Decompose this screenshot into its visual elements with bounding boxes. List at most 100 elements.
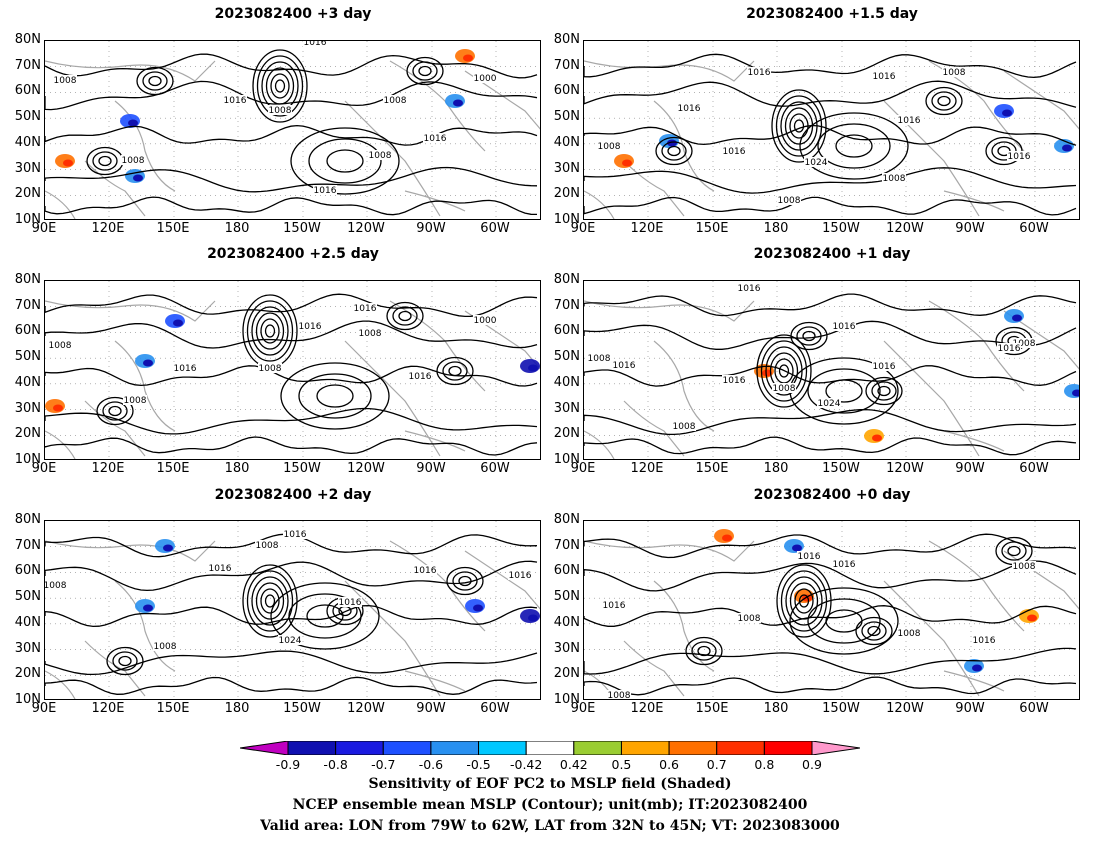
isobar-contour — [264, 324, 276, 338]
lon-tick-label: 180 — [224, 701, 250, 716]
isobar-contour — [270, 73, 290, 99]
isobar-contour — [252, 49, 308, 123]
coastline — [45, 430, 76, 459]
lat-tick-label: 30N — [14, 640, 41, 656]
isobar-contour — [45, 436, 538, 456]
contour-label: 1008 — [673, 422, 696, 432]
contour-label-bg — [413, 565, 437, 575]
lon-tick-label: 60W — [480, 221, 510, 236]
lon-tick-label: 150W — [283, 461, 321, 476]
contour-label-bg — [368, 150, 392, 160]
coastline — [114, 340, 176, 432]
lon-tick-label: 90W — [955, 701, 985, 716]
isobar-contour — [442, 361, 468, 381]
map-canvas: 1016 1008 1016 1008 1000 1008 1008 1016 1008 1016 — [45, 41, 540, 219]
isobar-contour — [807, 368, 881, 414]
sensitivity-shade — [53, 404, 63, 412]
contour-label: 1016 — [424, 134, 447, 144]
colorbar-tick-label: -0.42 — [510, 757, 543, 772]
contour-label: 1016 — [299, 322, 322, 332]
contour-label: 1016 — [509, 571, 532, 581]
contour-label-bg — [173, 363, 197, 373]
coastline — [45, 670, 76, 699]
map-canvas: 1016 1008 1016 1016 1008 1016 1024 1008 1016 — [45, 521, 540, 699]
isobar-contour — [102, 401, 128, 421]
sensitivity-shade — [792, 544, 802, 552]
isobar-contour — [242, 564, 298, 638]
contour-label: 1016 — [973, 636, 996, 646]
lat-tick-label: 20N — [14, 666, 41, 682]
contour-label: 1016 — [998, 344, 1021, 354]
contour-label: 1008 — [778, 196, 801, 206]
contour-label-bg — [972, 635, 996, 645]
coastline — [623, 640, 685, 697]
colorbar-segment — [335, 741, 384, 755]
contour-label-bg — [298, 321, 322, 331]
contour-label: 1008 — [738, 614, 761, 624]
lat-tick-label: 20N — [14, 186, 41, 202]
isobar-contour — [136, 66, 174, 96]
lon-tick-label: 120W — [886, 701, 924, 716]
colorbar-segment — [573, 741, 622, 755]
lat-tick-label: 70N — [553, 537, 580, 553]
lon-tick-label: 90W — [416, 701, 446, 716]
contour-label-bg — [832, 559, 856, 569]
colorbar-tick-label: 0.8 — [754, 757, 775, 772]
lon-tick-label: 120E — [630, 461, 664, 476]
contour-label-bg — [383, 95, 407, 105]
contour-label-bg — [313, 185, 337, 195]
isobar-contour — [697, 645, 711, 657]
lat-tick-label: 80N — [553, 512, 580, 527]
contour-label-bg — [121, 155, 145, 165]
contour-label-bg — [817, 398, 841, 408]
contour-label: 1016 — [603, 601, 626, 611]
isobar-contour — [789, 113, 809, 139]
contour-label-bg — [408, 371, 432, 381]
coastline — [584, 540, 755, 562]
contour-label: 1008 — [883, 174, 906, 184]
contour-label: 1008 — [773, 384, 796, 394]
isobar-contour — [784, 107, 814, 145]
contour-label: 1016 — [209, 564, 232, 574]
lat-tick-label: 50N — [14, 109, 41, 125]
isobar-contour — [398, 310, 412, 322]
isobar-contour — [825, 379, 863, 403]
lon-tick-label: 120E — [91, 221, 125, 236]
contour-label: 1016 — [354, 304, 377, 314]
lat-tick-label: 60N — [553, 323, 580, 339]
isobar-contour — [584, 124, 1077, 146]
contour-label-bg — [737, 613, 761, 623]
isobar-contour — [796, 326, 822, 346]
contour-label-bg — [208, 563, 232, 573]
caption-line-2: NCEP ensemble mean MSLP (Contour); unit(… — [292, 797, 808, 813]
lat-tick-label: 70N — [14, 57, 41, 73]
lat-tick-label: 50N — [14, 589, 41, 605]
contour-label: 1008 — [122, 156, 145, 166]
sensitivity-shade — [722, 534, 732, 542]
contour-label-bg — [997, 343, 1021, 353]
sensitivity-shade — [622, 159, 632, 167]
isobar-contour — [118, 655, 132, 667]
contour-label: 1016 — [833, 560, 856, 570]
sensitivity-shade — [463, 54, 473, 62]
sensitivity-shade — [63, 159, 73, 167]
lat-tick-label: 30N — [553, 400, 580, 416]
lat-tick-label: 80N — [14, 32, 41, 47]
lat-tick-label: 70N — [14, 297, 41, 313]
sensitivity-shade — [133, 174, 143, 182]
contour-label-bg — [672, 421, 696, 431]
coastline — [344, 340, 441, 457]
lat-tick-label: 10N — [553, 452, 580, 467]
contour-label: 1008 — [269, 106, 292, 116]
isobar-contour — [112, 651, 138, 671]
contour-label: 1008 — [256, 541, 279, 551]
lon-tick-label: 60W — [1019, 461, 1049, 476]
contour-label: 1016 — [833, 322, 856, 332]
contour-label: 1008 — [369, 151, 392, 161]
lon-tick-label: 150E — [156, 221, 190, 236]
contour-label-bg — [473, 315, 497, 325]
isobar-contour — [861, 621, 887, 641]
contour-label: 1016 — [314, 186, 337, 196]
isobar-contour — [148, 75, 162, 87]
coastline — [344, 100, 441, 217]
